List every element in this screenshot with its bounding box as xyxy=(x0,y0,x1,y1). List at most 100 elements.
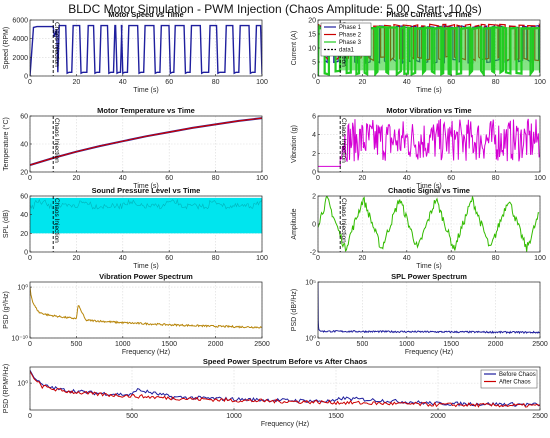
x-tick-label-4: 80 xyxy=(492,175,500,182)
series-vibpsd-0 xyxy=(30,287,262,329)
x-tick-label-1: 20 xyxy=(359,255,367,262)
plot-area xyxy=(30,20,262,76)
plot-series-splpsd xyxy=(318,282,540,335)
legend-label-1: After Chaos xyxy=(499,380,531,386)
x-tick-label-4: 2000 xyxy=(488,341,504,348)
x-tick-label-4: 80 xyxy=(492,255,500,262)
y-axis-label-temp: Temperature (°C) xyxy=(2,117,10,171)
x-axis-label-splpsd: Frequency (Hz) xyxy=(405,349,453,356)
series-splpsd-0 xyxy=(318,282,540,335)
x-tick-label-2: 40 xyxy=(403,255,411,262)
legend-speedpsd: Before Chaos After Chaos xyxy=(480,369,538,389)
y-tick-label-2: 4000 xyxy=(12,36,28,43)
y-tick-label-0: -2 xyxy=(310,250,316,257)
x-tick-label-2: 40 xyxy=(119,255,127,262)
chart-title-speedpsd: Speed Power Spectrum Before vs After Cha… xyxy=(203,357,367,366)
legend-label-3: data1 xyxy=(339,48,355,54)
chart-speedpsd: 0 500 1000 1500 2000 2500 10⁰ Speed Power Spect… xyxy=(3,357,548,428)
y-tick-label-1: 10⁻¹⁰ xyxy=(11,335,28,343)
x-tick-label-1: 20 xyxy=(73,175,81,182)
axes-box xyxy=(29,281,263,339)
chart-spl: Chaos Injection 0 20 40 60 80 100 0 20 40 60 Sound … xyxy=(3,186,268,270)
y-tick-label-2: 4 xyxy=(312,132,316,139)
plot-area xyxy=(30,116,262,172)
x-tick-label-5: 100 xyxy=(256,79,268,86)
plot-series-vibration xyxy=(318,118,540,167)
plot-area xyxy=(318,282,540,338)
x-tick-label-0: 0 xyxy=(28,413,32,420)
y-axis-label-chaos: Amplitude xyxy=(291,208,298,239)
annotation-label-chaos: Chaos Injection xyxy=(340,198,347,243)
y-tick-label-1: 2000 xyxy=(12,55,28,62)
x-tick-label-4: 80 xyxy=(212,79,220,86)
x-axis-label-vibration: Time (s) xyxy=(416,183,441,190)
x-axis-label-spl: Time (s) xyxy=(133,263,158,270)
y-tick-label-1: 10⁰ xyxy=(305,335,316,343)
chart-title-chaos: Chaotic Signal vs Time xyxy=(388,186,470,195)
x-tick-label-0: 0 xyxy=(28,255,32,262)
y-tick-label-0: 0 xyxy=(24,250,28,257)
x-tick-label-5: 100 xyxy=(256,175,268,182)
x-tick-label-5: 100 xyxy=(534,79,546,86)
x-axis-label-speedpsd: Frequency (Hz) xyxy=(261,421,309,428)
x-tick-label-5: 2500 xyxy=(532,413,548,420)
chart-speed: Chaos Injection 0 20 40 60 80 100 0 2000 4000 6000… xyxy=(3,10,268,94)
plot-area xyxy=(30,282,262,338)
y-tick-label-1: 0 xyxy=(312,222,316,229)
y-axis-label-vibpsd: PSD (g²/Hz) xyxy=(3,291,10,329)
x-tick-label-5: 100 xyxy=(534,255,546,262)
y-tick-label-3: 15 xyxy=(308,32,316,39)
y-tick-label-1: 2 xyxy=(312,151,316,158)
legend-box xyxy=(320,22,372,57)
x-tick-label-3: 60 xyxy=(165,175,173,182)
x-tick-label-5: 2500 xyxy=(254,341,270,348)
axes-box xyxy=(29,195,263,253)
axes-box xyxy=(317,281,541,339)
chart-title-temp: Motor Temperature vs Time xyxy=(97,106,195,115)
chart-title-vibration: Motor Vibration vs Time xyxy=(386,106,471,115)
x-tick-label-2: 40 xyxy=(119,175,127,182)
x-tick-label-4: 80 xyxy=(212,175,220,182)
figure-title: BLDC Motor Simulation - PWM Injection (C… xyxy=(68,2,482,16)
y-tick-label-2: 60 xyxy=(20,114,28,121)
x-tick-label-0: 0 xyxy=(316,255,320,262)
legend-label-1: Phase 2 xyxy=(339,33,362,39)
y-axis-label-vibration: Vibration (g) xyxy=(291,125,298,163)
x-tick-label-0: 0 xyxy=(28,175,32,182)
chart-title-splpsd: SPL Power Spectrum xyxy=(391,272,467,281)
x-tick-label-5: 100 xyxy=(534,175,546,182)
x-tick-label-2: 40 xyxy=(403,175,411,182)
y-tick-label-0: 0 xyxy=(24,74,28,81)
x-tick-label-2: 1000 xyxy=(115,341,131,348)
chart-vibpsd: 0 500 1000 1500 2000 2500 10⁰ 10⁻¹⁰ Vibration Po… xyxy=(3,272,270,356)
y-tick-label-3: 60 xyxy=(20,194,28,201)
y-tick-label-0: 10⁵ xyxy=(305,280,316,287)
series-speedpsd-1 xyxy=(30,371,540,408)
chart-title-phase: Phase Currents vs Time xyxy=(386,10,471,19)
x-tick-label-0: 0 xyxy=(316,341,320,348)
y-tick-label-0: 0 xyxy=(312,170,316,177)
x-tick-label-3: 1500 xyxy=(328,413,344,420)
y-tick-label-1: 20 xyxy=(20,231,28,238)
y-tick-label-0: 10⁰ xyxy=(17,284,28,292)
y-tick-label-4: 20 xyxy=(308,18,316,25)
plot-series-speedpsd xyxy=(30,369,540,408)
plot-series-vibpsd xyxy=(30,287,262,329)
legend-label-0: Before Chaos xyxy=(499,372,536,378)
plot-series-speed xyxy=(30,24,262,76)
y-tick-label-3: 6000 xyxy=(12,18,28,25)
y-axis-label-spl: SPL (dB) xyxy=(3,210,10,238)
y-tick-label-1: 5 xyxy=(312,60,316,67)
x-tick-label-3: 60 xyxy=(165,79,173,86)
y-tick-label-0: 20 xyxy=(20,170,28,177)
x-tick-label-1: 20 xyxy=(359,175,367,182)
chart-vibration: Chaos Injection 0 20 40 60 80 100 0 2 4 6 Motor Vib… xyxy=(291,106,546,190)
x-axis-label-chaos: Time (s) xyxy=(416,263,441,270)
y-tick-label-2: 2 xyxy=(312,194,316,201)
y-tick-label-0: 10⁰ xyxy=(17,380,28,388)
plot-series-temp xyxy=(30,117,262,166)
